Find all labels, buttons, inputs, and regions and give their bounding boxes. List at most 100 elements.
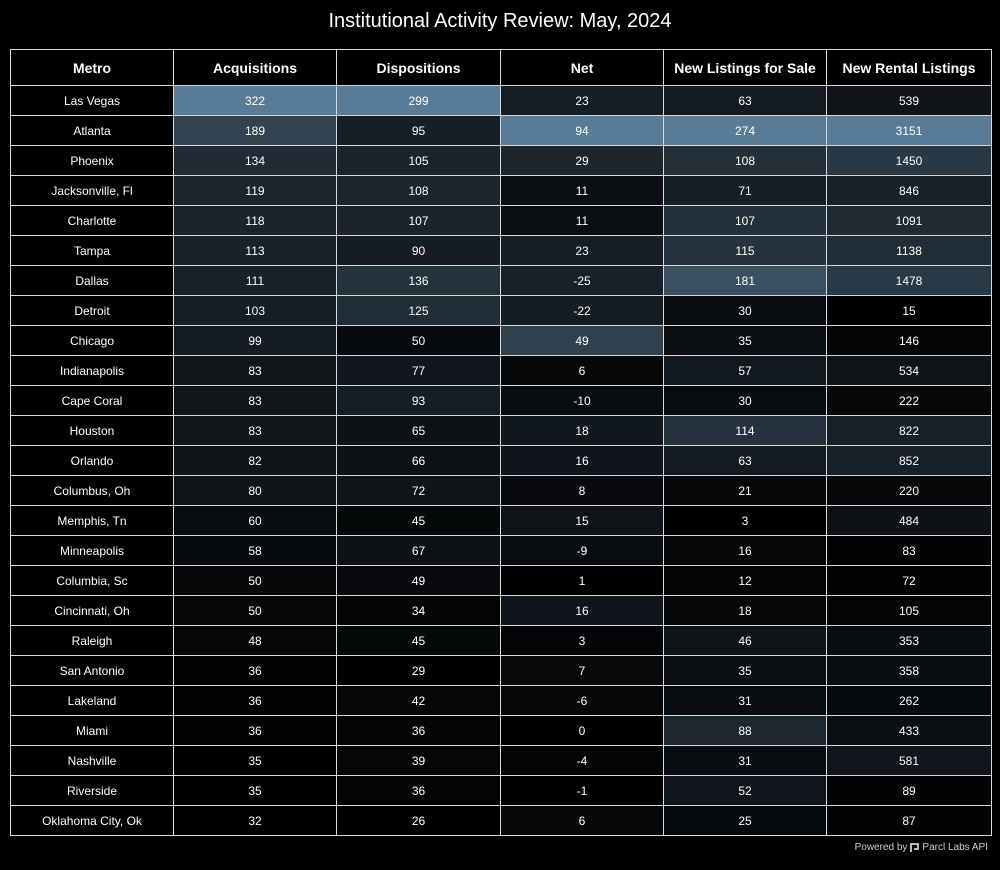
cell-metro: Jacksonville, Fl: [10, 175, 174, 206]
cell-new-listings-for-sale: 63: [663, 445, 827, 476]
column-header-net: Net: [500, 49, 664, 86]
cell-acquisitions: 58: [173, 535, 337, 566]
cell-acquisitions: 50: [173, 595, 337, 626]
table-row: Detroit 103 125 -22 30 15: [10, 295, 992, 326]
table-row: Nashville 35 39 -4 31 581: [10, 745, 992, 776]
cell-dispositions: 45: [336, 505, 501, 536]
cell-new-listings-for-sale: 114: [663, 415, 827, 446]
cell-new-rental-listings: 822: [826, 415, 992, 446]
cell-new-listings-for-sale: 52: [663, 775, 827, 806]
cell-net: -1: [500, 775, 664, 806]
cell-net: -25: [500, 265, 664, 296]
cell-net: 0: [500, 715, 664, 746]
cell-metro: Nashville: [10, 745, 174, 776]
cell-new-listings-for-sale: 35: [663, 655, 827, 686]
cell-metro: San Antonio: [10, 655, 174, 686]
institutional-activity-table: Metro Acquisitions Dispositions Net New …: [10, 49, 992, 836]
cell-acquisitions: 32: [173, 805, 337, 836]
cell-new-rental-listings: 581: [826, 745, 992, 776]
table-row: Orlando 82 66 16 63 852: [10, 445, 992, 476]
cell-new-rental-listings: 220: [826, 475, 992, 506]
cell-metro: Columbia, Sc: [10, 565, 174, 596]
cell-new-listings-for-sale: 71: [663, 175, 827, 206]
cell-new-rental-listings: 105: [826, 595, 992, 626]
cell-new-listings-for-sale: 21: [663, 475, 827, 506]
cell-net: 16: [500, 445, 664, 476]
cell-new-rental-listings: 262: [826, 685, 992, 716]
cell-new-listings-for-sale: 115: [663, 235, 827, 266]
cell-new-listings-for-sale: 46: [663, 625, 827, 656]
cell-net: -22: [500, 295, 664, 326]
cell-net: 49: [500, 325, 664, 356]
cell-metro: Atlanta: [10, 115, 174, 146]
cell-new-listings-for-sale: 35: [663, 325, 827, 356]
header-row: Metro Acquisitions Dispositions Net New …: [10, 49, 992, 86]
table-row: Houston 83 65 18 114 822: [10, 415, 992, 446]
cell-net: -9: [500, 535, 664, 566]
cell-dispositions: 136: [336, 265, 501, 296]
cell-acquisitions: 134: [173, 145, 337, 176]
cell-acquisitions: 80: [173, 475, 337, 506]
cell-dispositions: 90: [336, 235, 501, 266]
table-row: Riverside 35 36 -1 52 89: [10, 775, 992, 806]
cell-acquisitions: 83: [173, 385, 337, 416]
cell-net: 6: [500, 355, 664, 386]
cell-acquisitions: 48: [173, 625, 337, 656]
cell-metro: Dallas: [10, 265, 174, 296]
cell-net: 7: [500, 655, 664, 686]
cell-dispositions: 36: [336, 775, 501, 806]
cell-acquisitions: 60: [173, 505, 337, 536]
cell-dispositions: 66: [336, 445, 501, 476]
cell-metro: Memphis, Tn: [10, 505, 174, 536]
cell-metro: Riverside: [10, 775, 174, 806]
cell-acquisitions: 111: [173, 265, 337, 296]
cell-acquisitions: 82: [173, 445, 337, 476]
cell-acquisitions: 118: [173, 205, 337, 236]
cell-acquisitions: 83: [173, 355, 337, 386]
cell-new-rental-listings: 83: [826, 535, 992, 566]
cell-net: 94: [500, 115, 664, 146]
cell-net: 18: [500, 415, 664, 446]
cell-dispositions: 77: [336, 355, 501, 386]
column-header-new-rental-listings: New Rental Listings: [826, 49, 992, 86]
cell-acquisitions: 113: [173, 235, 337, 266]
cell-acquisitions: 99: [173, 325, 337, 356]
cell-new-listings-for-sale: 30: [663, 295, 827, 326]
cell-net: -4: [500, 745, 664, 776]
table-row: Dallas 111 136 -25 181 1478: [10, 265, 992, 296]
cell-dispositions: 107: [336, 205, 501, 236]
cell-dispositions: 95: [336, 115, 501, 146]
cell-dispositions: 299: [336, 85, 501, 116]
table-row: Tampa 113 90 23 115 1138: [10, 235, 992, 266]
cell-dispositions: 50: [336, 325, 501, 356]
cell-dispositions: 36: [336, 715, 501, 746]
cell-dispositions: 39: [336, 745, 501, 776]
cell-new-rental-listings: 1138: [826, 235, 992, 266]
cell-new-rental-listings: 846: [826, 175, 992, 206]
cell-metro: Charlotte: [10, 205, 174, 236]
column-header-metro: Metro: [10, 49, 174, 86]
cell-new-rental-listings: 358: [826, 655, 992, 686]
cell-new-listings-for-sale: 181: [663, 265, 827, 296]
cell-dispositions: 49: [336, 565, 501, 596]
powered-by-label: Powered by: [854, 842, 908, 853]
cell-metro: Orlando: [10, 445, 174, 476]
cell-net: 8: [500, 475, 664, 506]
cell-acquisitions: 35: [173, 775, 337, 806]
cell-new-listings-for-sale: 57: [663, 355, 827, 386]
cell-acquisitions: 35: [173, 745, 337, 776]
cell-new-rental-listings: 1091: [826, 205, 992, 236]
cell-new-listings-for-sale: 88: [663, 715, 827, 746]
cell-new-listings-for-sale: 31: [663, 685, 827, 716]
cell-new-listings-for-sale: 63: [663, 85, 827, 116]
cell-acquisitions: 36: [173, 655, 337, 686]
table-row: Lakeland 36 42 -6 31 262: [10, 685, 992, 716]
cell-new-rental-listings: 353: [826, 625, 992, 656]
cell-net: 1: [500, 565, 664, 596]
cell-new-listings-for-sale: 18: [663, 595, 827, 626]
cell-new-rental-listings: 539: [826, 85, 992, 116]
cell-acquisitions: 36: [173, 715, 337, 746]
table-row: Chicago 99 50 49 35 146: [10, 325, 992, 356]
cell-net: -6: [500, 685, 664, 716]
table-row: Columbia, Sc 50 49 1 12 72: [10, 565, 992, 596]
